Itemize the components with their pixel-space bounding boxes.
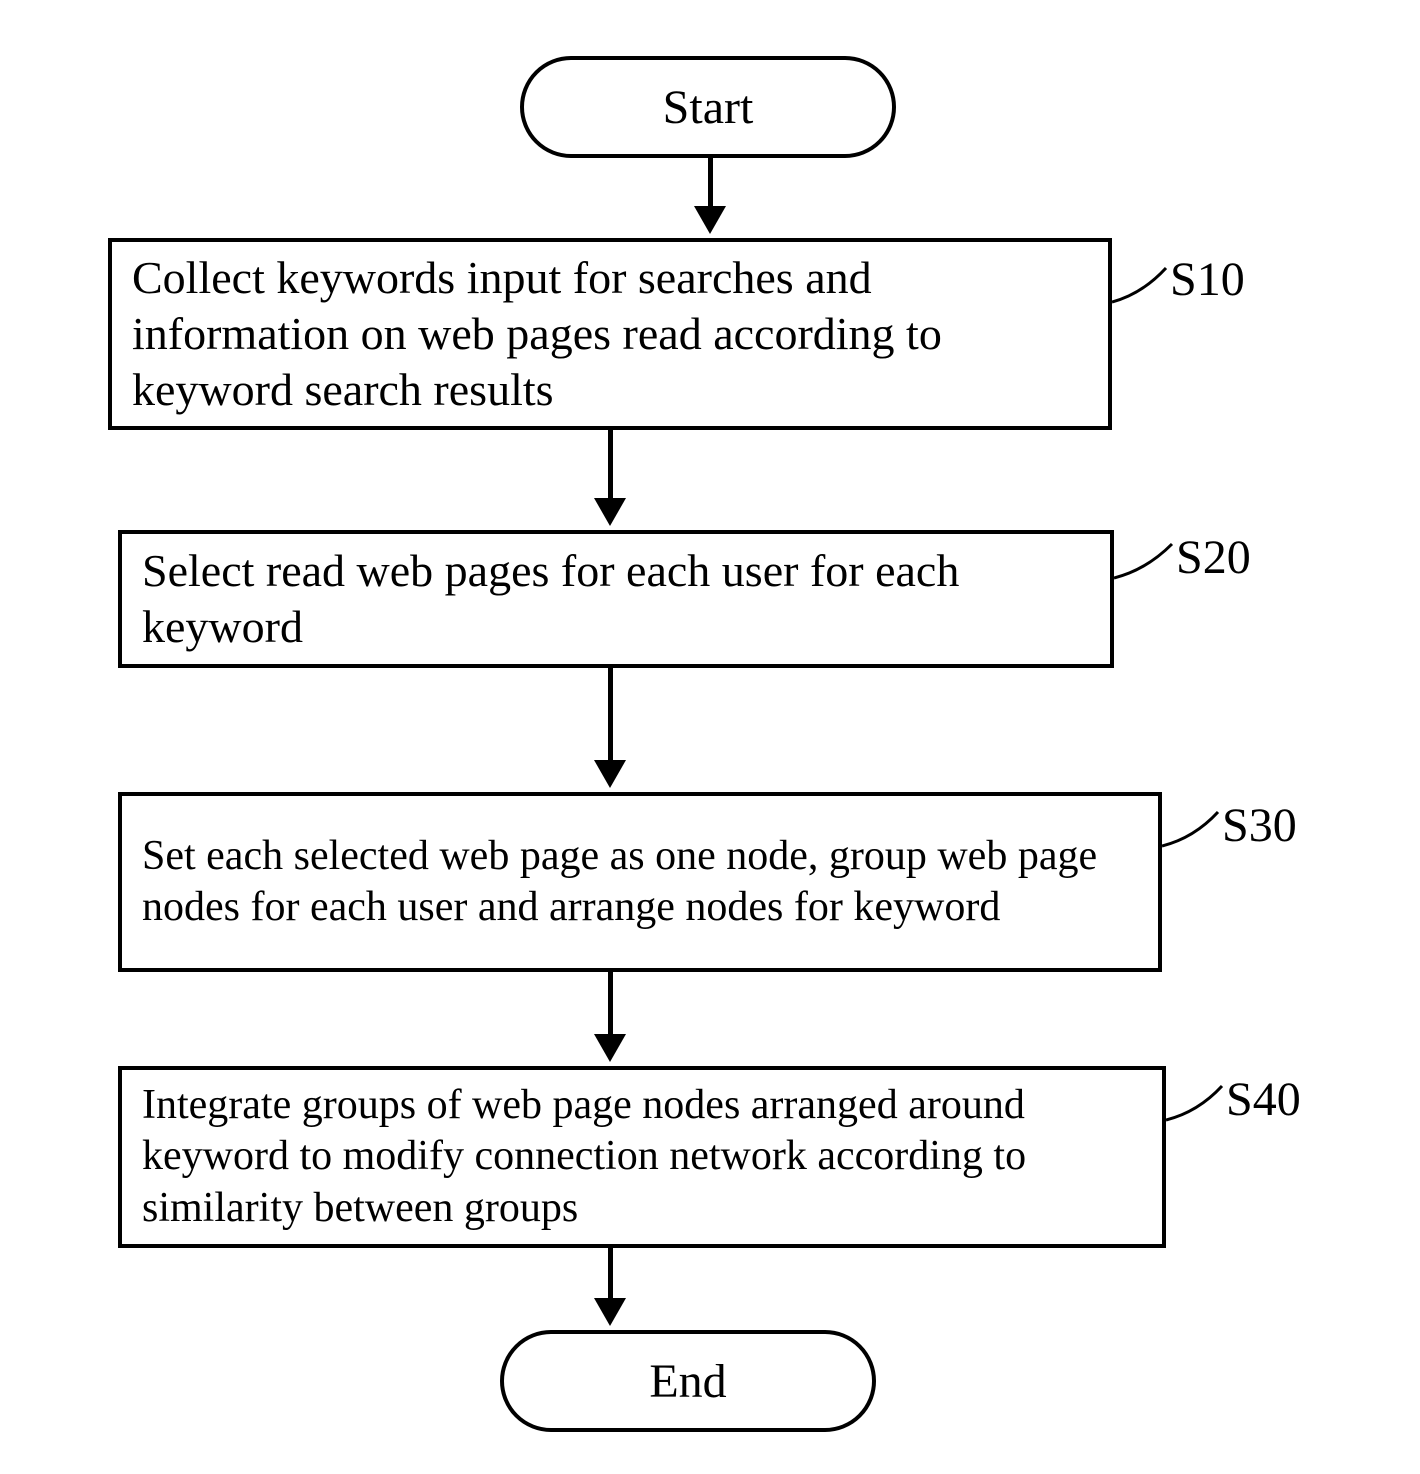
leader-s40: [1166, 1078, 1226, 1128]
step-s20: Select read web pages for each user for …: [118, 530, 1114, 668]
end-terminal: End: [500, 1330, 876, 1432]
step-s10-label: S10: [1170, 252, 1245, 307]
step-s20-label: S20: [1176, 530, 1251, 585]
arrow-1-head: [694, 206, 726, 234]
leader-s10: [1112, 260, 1172, 310]
arrow-4-head: [594, 1034, 626, 1062]
arrow-5-head: [594, 1298, 626, 1326]
arrow-1-line: [708, 158, 713, 206]
step-s40-text: Integrate groups of web page nodes arran…: [142, 1080, 1142, 1234]
leader-s20: [1114, 536, 1176, 586]
arrow-4-line: [608, 972, 613, 1034]
start-label: Start: [663, 80, 754, 135]
leader-s30: [1162, 804, 1222, 854]
end-label: End: [649, 1354, 726, 1409]
step-s30-text: Set each selected web page as one node, …: [142, 831, 1138, 933]
arrow-5-line: [608, 1248, 613, 1298]
start-terminal: Start: [520, 56, 896, 158]
step-s10: Collect keywords input for searches and …: [108, 238, 1112, 430]
arrow-2-line: [608, 430, 613, 498]
step-s40: Integrate groups of web page nodes arran…: [118, 1066, 1166, 1248]
arrow-3-line: [608, 668, 613, 760]
step-s10-text: Collect keywords input for searches and …: [132, 250, 1088, 418]
arrow-2-head: [594, 498, 626, 526]
step-s30-label: S30: [1222, 798, 1297, 853]
arrow-3-head: [594, 760, 626, 788]
step-s20-text: Select read web pages for each user for …: [142, 543, 1090, 655]
step-s40-label: S40: [1226, 1072, 1301, 1127]
step-s30: Set each selected web page as one node, …: [118, 792, 1162, 972]
